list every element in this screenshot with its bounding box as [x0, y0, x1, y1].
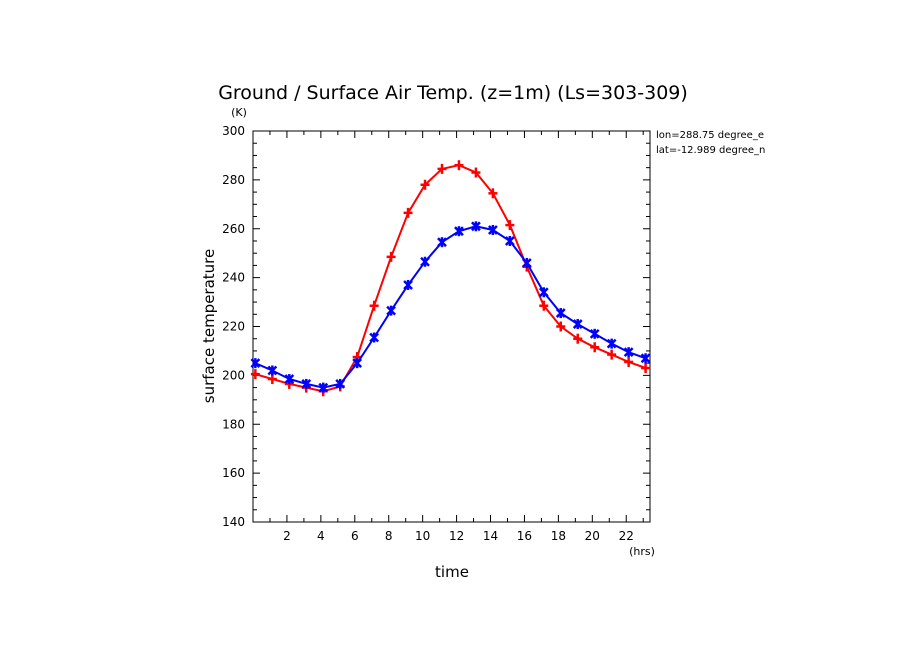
x-tick-label: 22 — [619, 529, 634, 543]
series-2-marker — [471, 221, 481, 232]
y-tick-label: 300 — [222, 124, 245, 138]
series-1-marker — [454, 160, 464, 171]
series-2-marker — [488, 224, 498, 235]
series-2-marker — [284, 374, 295, 385]
series-1-marker — [607, 349, 617, 360]
series-1-marker — [471, 167, 481, 178]
series-2-marker — [250, 358, 261, 369]
annotation-lon: lon=288.75 degree_e — [656, 130, 764, 141]
series-2-marker — [386, 305, 396, 316]
series-1-marker — [420, 179, 430, 190]
x-unit-label: (hrs) — [629, 545, 655, 558]
x-tick-label: 20 — [585, 529, 600, 543]
series-2-marker — [538, 287, 549, 298]
series-1-marker — [590, 342, 600, 353]
x-tick-label: 4 — [317, 529, 325, 543]
x-tick-label: 16 — [517, 529, 532, 543]
x-tick-label: 10 — [415, 529, 430, 543]
series-1-marker — [556, 321, 566, 332]
series-2-line — [255, 225, 646, 389]
x-tick-label: 14 — [483, 529, 498, 543]
x-axis-title: time — [435, 563, 469, 581]
y-tick-label: 260 — [222, 222, 245, 236]
series-1-marker — [573, 333, 583, 344]
series-1-marker — [641, 363, 651, 374]
series-2-marker — [352, 358, 363, 369]
series-2-marker — [369, 332, 380, 343]
annotation-lat: lat=-12.989 degree_n — [656, 145, 765, 156]
series-1-marker — [505, 220, 515, 231]
y-tick-label: 240 — [222, 271, 245, 285]
series-2-marker — [318, 382, 329, 393]
series-1-marker — [488, 188, 498, 199]
series-2-marker — [521, 257, 532, 268]
x-tick-label: 12 — [449, 529, 464, 543]
series-2-marker — [606, 338, 617, 349]
y-axis-title: surface temperature — [200, 249, 218, 404]
x-tick-label: 18 — [551, 529, 566, 543]
series-1-marker — [539, 300, 549, 311]
series-2-marker — [589, 328, 600, 339]
plot-frame — [252, 130, 651, 523]
x-tick-label: 2 — [283, 529, 291, 543]
series-2-marker — [555, 308, 566, 319]
series-2-marker — [267, 365, 278, 376]
series-2-marker — [504, 235, 515, 246]
series-1-marker — [403, 207, 413, 218]
x-tick-label: 8 — [385, 529, 393, 543]
y-tick-label: 160 — [222, 466, 245, 480]
y-tick-label: 200 — [222, 368, 245, 382]
series-2-marker — [403, 279, 413, 290]
series-2-marker — [420, 256, 430, 267]
series-1-marker — [267, 374, 277, 385]
series-1-marker — [369, 300, 379, 311]
plot-area: 2 4 6 8 10 12 14 16 18 20 22 140 160 180 200 220 240 260 2… — [222, 124, 651, 543]
series-1-marker — [250, 369, 260, 380]
series-2-marker — [572, 319, 583, 330]
y-tick-label: 180 — [222, 417, 245, 431]
series-1-marker — [386, 251, 396, 262]
series-2-marker — [640, 353, 651, 364]
series-1-marker — [437, 163, 447, 174]
chart-title: Ground / Surface Air Temp. (z=1m) (Ls=30… — [218, 82, 688, 104]
series-2-marker — [437, 237, 447, 248]
series-2-marker — [301, 378, 312, 389]
series-2-marker — [623, 347, 634, 358]
series-1-line — [255, 164, 646, 393]
y-tick-label: 280 — [222, 173, 245, 187]
x-tick-label: 6 — [351, 529, 359, 543]
series-1-marker — [624, 356, 634, 367]
y-tick-label: 140 — [222, 515, 245, 529]
series-2-marker — [454, 226, 464, 237]
y-tick-label: 220 — [222, 320, 245, 334]
y-unit-label: (K) — [231, 106, 247, 119]
series-2-marker — [335, 378, 346, 389]
